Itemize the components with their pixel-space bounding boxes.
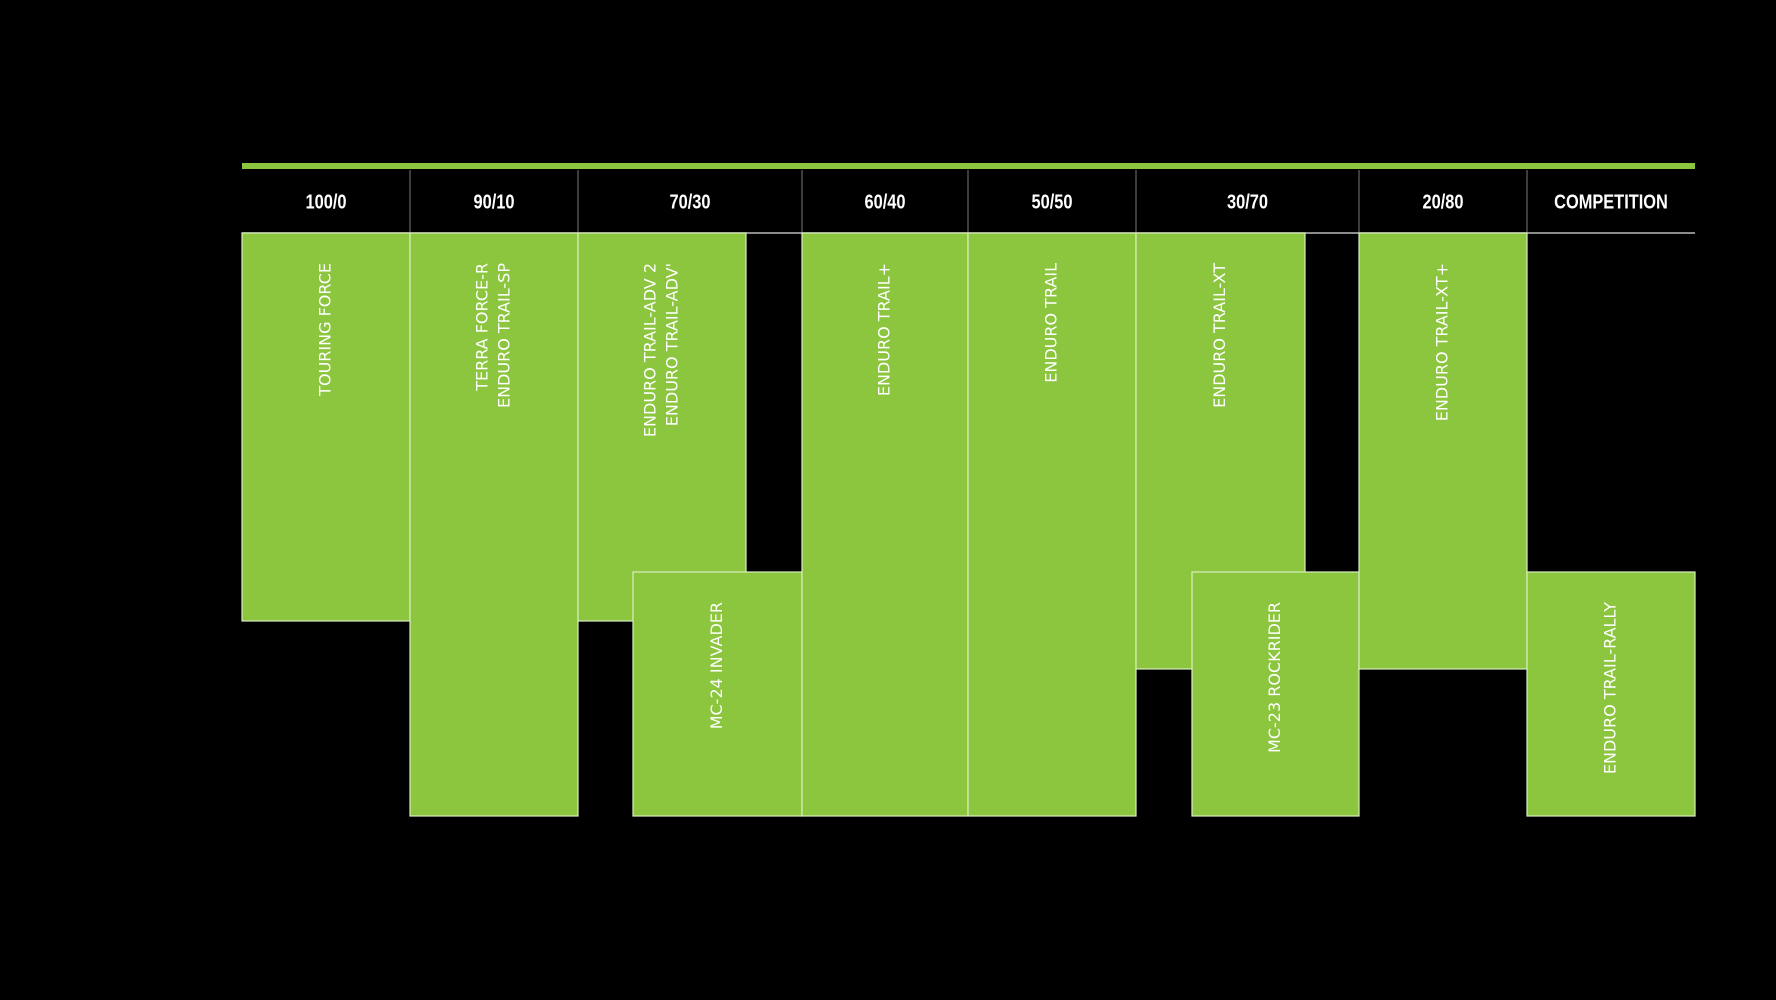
tire-block: [801, 232, 969, 817]
tire-block: [241, 232, 411, 622]
tire-name: MC-24 INVADER: [707, 602, 726, 729]
tire-name: TOURING FORCE: [316, 263, 335, 397]
header-label: 60/40: [865, 190, 906, 213]
header-label: 50/50: [1032, 190, 1073, 213]
tire-block: [577, 232, 747, 622]
tire-name: MC-23 ROCKRIDER: [1265, 602, 1284, 753]
header-label: 100/0: [306, 190, 347, 213]
tire-name: ENDURO TRAIL-RALLY: [1601, 602, 1620, 774]
tire-name: ENDURO TRAIL-SP: [495, 263, 514, 408]
header-label: 70/30: [670, 190, 711, 213]
tire-name: ENDURO TRAIL-ADV': [663, 263, 682, 426]
tire-name: ENDURO TRAIL-ADV 2: [641, 263, 660, 437]
tire-name: ENDURO TRAIL: [1042, 263, 1061, 383]
tire-block: [1191, 571, 1360, 817]
header-label: 90/10: [474, 190, 515, 213]
tire-block: [1526, 571, 1696, 817]
tire-block: [632, 571, 803, 817]
tire-block: [967, 232, 1137, 817]
tire-block: [409, 232, 579, 817]
top-rule: [242, 163, 1695, 169]
header-label: COMPETITION: [1554, 190, 1668, 213]
tire-name: TERRA FORCE-R: [473, 263, 492, 392]
header-label: 30/70: [1227, 190, 1268, 213]
header-label: 20/80: [1423, 190, 1464, 213]
tire-name: ENDURO TRAIL-XT+: [1433, 263, 1452, 421]
tire-block: [1358, 232, 1528, 670]
tire-name: ENDURO TRAIL+: [875, 263, 894, 396]
tire-name: ENDURO TRAIL-XT: [1210, 263, 1229, 408]
